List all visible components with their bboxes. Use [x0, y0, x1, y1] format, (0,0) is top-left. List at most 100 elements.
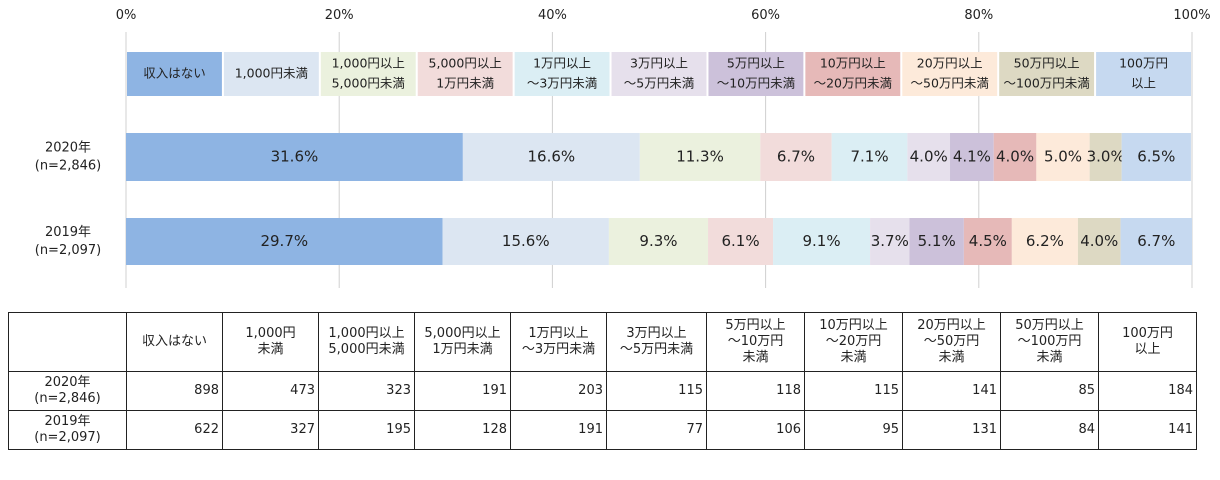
data-label: 5.0% [1044, 148, 1082, 166]
data-label: 6.7% [1137, 232, 1175, 250]
legend-swatch [708, 52, 804, 96]
bar-segment [1120, 218, 1192, 265]
table-cell: 95 [804, 410, 903, 450]
legend-swatch [1096, 52, 1191, 96]
legend-entry: 10万円以上〜20万円未満 [814, 56, 892, 91]
data-label: 15.6% [502, 232, 550, 250]
data-label: 6.1% [721, 232, 759, 250]
row-label: 2019年 (n=2,097) [8, 410, 127, 450]
data-label: 4.5% [969, 232, 1007, 250]
table-header-cell: 1,000円以上 5,000円未満 [318, 312, 415, 372]
legend-swatch [417, 52, 513, 96]
table-cell: 115 [804, 371, 903, 411]
bar-segment [760, 133, 832, 181]
bar-segment [608, 218, 709, 265]
table-header-cell: 5,000円以上 1万円未満 [414, 312, 511, 372]
table-cell: 191 [510, 410, 607, 450]
legend-swatch [611, 52, 707, 96]
bar-segment [963, 218, 1012, 265]
legend-swatch [902, 52, 998, 96]
data-label: 6.2% [1026, 232, 1064, 250]
legend-entry: 3万円以上〜5万円未満 [624, 56, 694, 91]
x-tick-label: 40% [538, 8, 567, 23]
data-label: 4.0% [996, 148, 1034, 166]
category-label: 2020年(n=2,846) [35, 141, 102, 174]
data-table: 収入はない 1,000円 未満 1,000円以上 5,000円未満 5,000円以上 1万円… [8, 312, 1197, 450]
data-label: 16.6% [528, 148, 576, 166]
table-cell: 327 [222, 410, 319, 450]
table-corner-cell [8, 312, 127, 372]
bar-segment [1011, 218, 1078, 265]
table-cell: 128 [414, 410, 511, 450]
table-cell: 184 [1098, 371, 1197, 411]
table-header-cell: 5万円以上 〜10万円 未満 [706, 312, 805, 372]
data-label: 5.1% [918, 232, 956, 250]
legend-swatch [999, 52, 1095, 96]
table-row: 2020年 (n=2,846) 898 473 323 191 203 115 118 115 14… [8, 371, 1197, 411]
table-header-cell: 20万円以上 〜50万円 未満 [902, 312, 1001, 372]
x-tick-label: 0% [116, 8, 137, 23]
data-label: 6.5% [1137, 148, 1175, 166]
bar-segment [907, 133, 951, 181]
row-label: 2020年 (n=2,846) [8, 371, 127, 411]
legend-swatch [127, 52, 222, 96]
table-cell: 106 [706, 410, 805, 450]
legend-entry: 収入はない [143, 66, 206, 81]
bar-segment [708, 218, 774, 265]
data-label: 4.1% [953, 148, 991, 166]
table-header-cell: 3万円以上 〜5万円未満 [606, 312, 707, 372]
bar-segment [831, 133, 908, 181]
legend-swatch [223, 52, 319, 96]
table-cell: 191 [414, 371, 511, 411]
legend-entry: 100万円以上 [1119, 56, 1168, 91]
bar-segment [462, 133, 640, 181]
bar-segment [1077, 218, 1121, 265]
table-header-cell: 10万円以上 〜20万円 未満 [804, 312, 903, 372]
stacked-bar-chart: 0% 20% 40% 60% 80% 100% 収入はない 1,000円未満 1,000円以上 5… [35, 8, 1211, 288]
legend-entry: 1万円以上〜3万円未満 [527, 56, 597, 91]
legend-entry: 1,000円未満 [235, 66, 308, 81]
table-cell: 473 [222, 371, 319, 411]
bar-segment [1121, 133, 1191, 181]
table-cell: 115 [606, 371, 707, 411]
data-label: 31.6% [271, 148, 319, 166]
table-cell: 195 [318, 410, 415, 450]
data-label: 3.7% [871, 232, 909, 250]
bar-segment [909, 218, 964, 265]
table-cell: 323 [318, 371, 415, 411]
legend-swatch [514, 52, 610, 96]
x-tick-label: 60% [751, 8, 780, 23]
bar-segment [126, 133, 463, 181]
table-header-cell: 50万円以上 〜100万円 未満 [1000, 312, 1099, 372]
table-cell: 141 [902, 371, 1001, 411]
table-cell: 85 [1000, 371, 1099, 411]
data-label: 6.7% [777, 148, 815, 166]
legend-swatch [320, 52, 416, 96]
table-header-cell: 1万円以上 〜3万円未満 [510, 312, 607, 372]
x-tick-label: 80% [964, 8, 993, 23]
bar-segment [442, 218, 609, 265]
table-cell: 203 [510, 371, 607, 411]
table-cell: 77 [606, 410, 707, 450]
data-label: 9.1% [803, 232, 841, 250]
legend-entry: 20万円以上〜50万円未満 [911, 56, 989, 91]
bar-segment [1036, 133, 1090, 181]
data-label: 29.7% [260, 232, 308, 250]
data-label: 7.1% [850, 148, 888, 166]
table-cell: 622 [126, 410, 223, 450]
table-header-cell: 1,000円 未満 [222, 312, 319, 372]
table-header-cell: 100万円 以上 [1098, 312, 1197, 372]
data-label: 11.3% [676, 148, 724, 166]
table-cell: 84 [1000, 410, 1099, 450]
bar-segment [126, 218, 443, 265]
bar-segment [950, 133, 994, 181]
legend-entry: 1,000円以上 5,000円未満 [332, 56, 405, 91]
category-label: 2019年(n=2,097) [35, 225, 102, 258]
x-tick-label: 100% [1173, 8, 1210, 23]
data-label: 9.3% [639, 232, 677, 250]
legend-entry: 50万円以上〜100万円未満 [1003, 56, 1089, 91]
bar-segment [993, 133, 1037, 181]
bar-segment [870, 218, 910, 265]
data-label: 4.0% [1080, 232, 1118, 250]
table-cell: 118 [706, 371, 805, 411]
